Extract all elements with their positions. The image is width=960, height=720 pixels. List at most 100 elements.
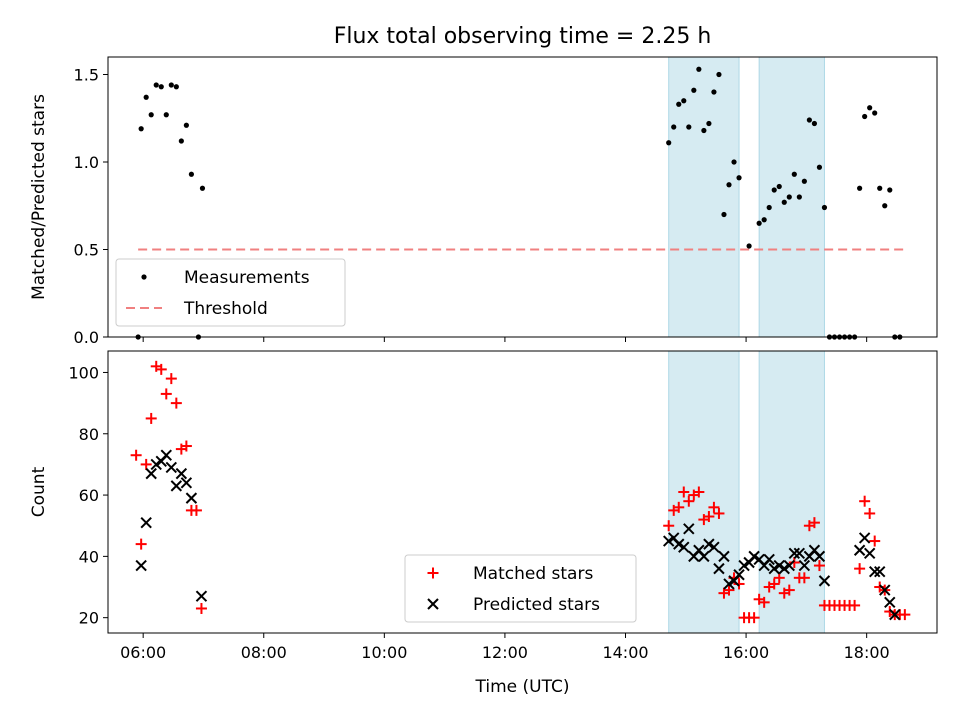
count-legend: Matched stars Predicted stars: [404, 554, 637, 623]
data-point-dot: [791, 171, 797, 177]
x-tick-label: 14:00: [602, 643, 648, 662]
data-point-dot: [801, 178, 807, 184]
data-point-dot: [701, 127, 707, 134]
y-tick-label: 1.0: [74, 153, 99, 172]
ratio-ticks: 0.0 0.5 1.0 1.5: [74, 66, 868, 347]
data-point-dot: [163, 112, 169, 118]
ratio-plot-frame: [107, 56, 938, 338]
data-point-plus: [773, 572, 785, 584]
data-point-x: [698, 550, 710, 563]
data-point-plus: [748, 612, 760, 624]
data-point-dot: [862, 113, 868, 120]
data-point-x: [683, 523, 695, 535]
data-point-dot: [811, 120, 818, 127]
data-point-plus: [783, 584, 795, 596]
data-point-plus: [663, 520, 675, 532]
data-point-x: [798, 559, 811, 572]
data-point-x: [708, 541, 720, 553]
data-point-dot: [771, 187, 777, 193]
data-point-x: [145, 467, 157, 480]
data-point-plus: [195, 602, 207, 614]
data-point-plus: [135, 538, 147, 550]
data-point-plus: [859, 495, 871, 507]
data-point-dot: [821, 204, 828, 211]
data-point-x: [713, 562, 725, 575]
count-ticks: 20 40 60 80 100 06:00 08:00 10:00 12:00 14:00 16:0…: [68, 363, 889, 662]
data-point-plus: [693, 486, 705, 498]
data-point-dot: [716, 71, 722, 78]
data-point-dot: [786, 194, 792, 200]
ratio-legend: Measurements Threshold: [115, 258, 346, 327]
data-point-x: [748, 550, 760, 563]
data-point-plus: [768, 578, 780, 590]
data-point-dot: [721, 211, 727, 218]
data-point-dot: [776, 183, 782, 190]
data-point-plus: [708, 501, 720, 513]
data-point-dot: [816, 164, 823, 170]
data-point-dot: [183, 122, 189, 128]
data-point-plus: [733, 578, 745, 590]
data-point-plus: [723, 584, 735, 596]
x-tick-label: 06:00: [120, 643, 166, 662]
data-point-plus: [788, 557, 800, 568]
y-tick-label: 20: [79, 609, 99, 628]
data-point-plus: [758, 596, 770, 608]
data-point-plus: [673, 501, 685, 513]
legend-frame: [115, 258, 346, 327]
data-point-x: [763, 553, 775, 566]
data-point-dot: [681, 98, 687, 104]
count-plot-frame: [107, 350, 938, 634]
data-point-x: [783, 559, 795, 572]
legend-item: Predicted stars: [427, 595, 600, 615]
data-point-dot: [806, 117, 812, 123]
count-y-axis-label: Count: [29, 466, 49, 517]
legend-item: Measurements: [141, 268, 310, 288]
data-point-x: [858, 532, 871, 544]
legend-label: Threshold: [183, 299, 268, 319]
legend-label: Predicted stars: [473, 595, 600, 615]
legend-label: Matched stars: [473, 564, 593, 584]
data-point-plus: [869, 535, 881, 547]
y-tick-label: 80: [79, 425, 99, 444]
data-point-x: [853, 544, 866, 556]
data-point-x: [662, 535, 675, 547]
count-series: [130, 360, 911, 624]
data-point-x: [135, 559, 147, 572]
data-point-dot: [188, 171, 195, 177]
legend-item: Matched stars: [427, 564, 593, 584]
data-point-x: [150, 458, 162, 471]
data-point-x: [813, 550, 826, 563]
data-point-plus: [130, 449, 142, 461]
data-point-x: [195, 590, 208, 602]
y-tick-label: 40: [79, 547, 99, 566]
ratio-panel: 0.0 0.5 1.0 1.5 Flux total observing time =…: [29, 24, 938, 347]
data-point-dot: [666, 140, 672, 146]
legend-frame: [404, 554, 637, 623]
legend-label: Measurements: [184, 268, 310, 288]
y-tick-label: 1.5: [74, 66, 99, 85]
x-tick-label: 18:00: [844, 643, 890, 662]
y-tick-label: 0.0: [74, 328, 99, 347]
ratio-y-axis-label: Matched/Predicted stars: [29, 94, 49, 300]
data-point-dot: [872, 110, 878, 116]
data-point-dot: [731, 159, 737, 165]
legend-swatch: [141, 274, 147, 280]
data-point-plus: [854, 563, 866, 575]
data-point-x: [818, 575, 831, 587]
data-point-plus: [798, 572, 810, 584]
y-tick-label: 60: [79, 486, 99, 505]
data-point-dot: [696, 66, 702, 72]
ratio-series: [135, 66, 905, 340]
data-point-plus: [180, 440, 192, 452]
data-point-dot: [857, 185, 863, 191]
data-point-plus: [899, 609, 911, 621]
x-tick-label: 08:00: [241, 643, 287, 662]
data-point-dot: [138, 126, 144, 132]
data-point-dot: [796, 194, 802, 200]
data-point-dot: [676, 101, 682, 107]
data-point-x: [738, 559, 750, 572]
data-point-dot: [746, 243, 752, 249]
data-point-plus: [808, 517, 820, 529]
data-point-plus: [703, 511, 715, 523]
